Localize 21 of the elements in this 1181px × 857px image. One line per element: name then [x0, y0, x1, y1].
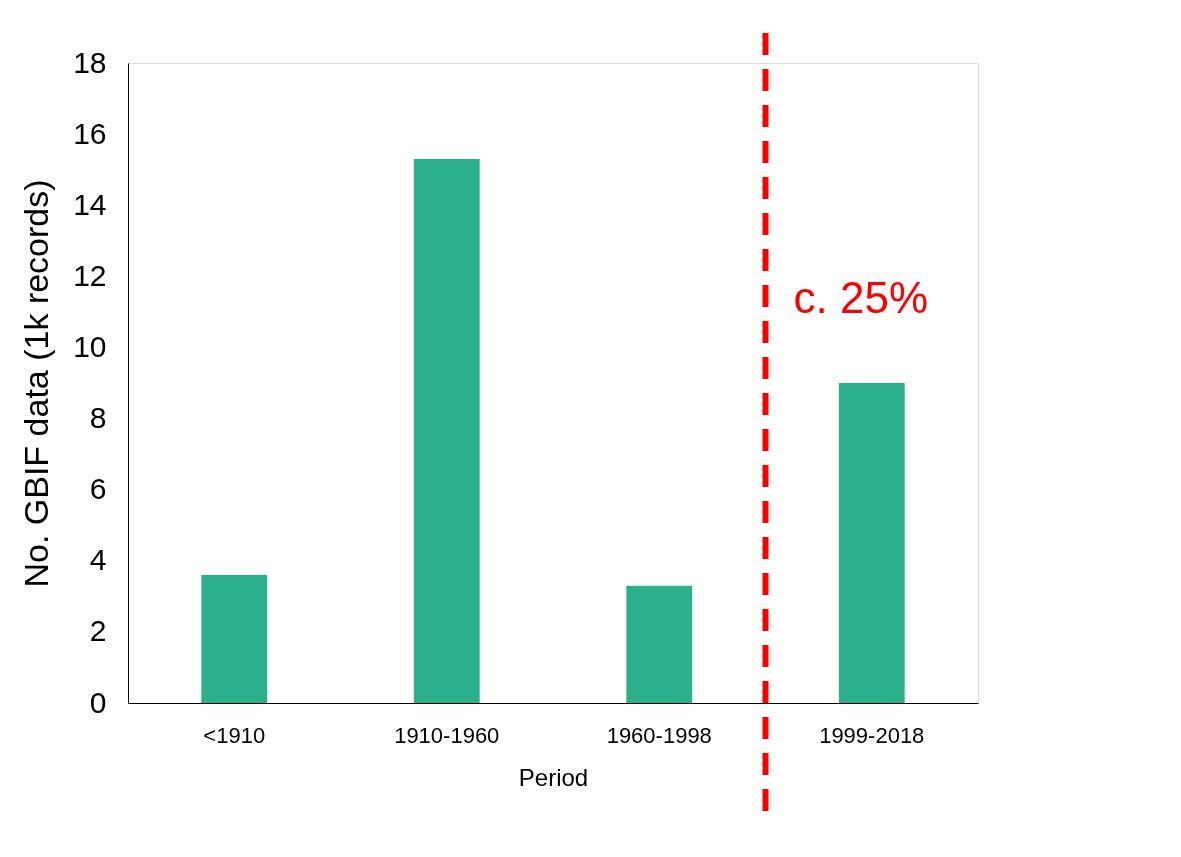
y-tick-label: 12	[73, 258, 107, 292]
x-tick-label: 1910-1960	[394, 722, 500, 748]
annotation: c. 25%	[793, 272, 929, 322]
y-tick-label: 2	[89, 614, 107, 648]
y-tick-label: 8	[89, 401, 107, 435]
y-tick-label: 6	[89, 472, 107, 506]
x-tick-label: 1960-1998	[606, 722, 712, 748]
y-axis-title: No. GBIF data (1k records)	[17, 179, 56, 588]
y-tick-label: 16	[73, 116, 107, 150]
y-tick-label: 18	[73, 45, 107, 79]
y-tick-label: 10	[73, 329, 107, 363]
bar	[201, 575, 268, 703]
x-tick-label: 1999-2018	[819, 722, 925, 748]
bar	[838, 383, 905, 703]
x-tick-label: <1910	[203, 722, 266, 748]
bar	[626, 585, 693, 703]
x-axis-title: Period	[518, 763, 589, 791]
y-tick-label: 0	[89, 685, 107, 719]
y-tick-label: 4	[89, 543, 107, 577]
y-tick-label: 14	[73, 187, 107, 221]
bar	[413, 159, 480, 703]
